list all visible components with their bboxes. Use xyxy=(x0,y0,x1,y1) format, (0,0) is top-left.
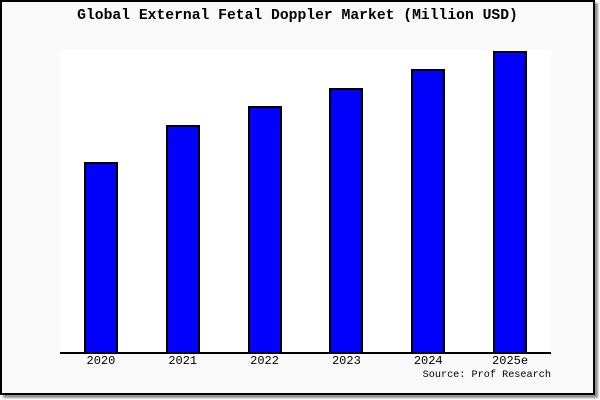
x-tick-label-2024: 2024 xyxy=(413,354,443,368)
x-tick-label-2023: 2023 xyxy=(331,354,361,368)
bar-slot xyxy=(142,50,224,352)
bar-slot xyxy=(60,50,142,352)
x-tick-label-2020: 2020 xyxy=(86,354,116,368)
bar-slot xyxy=(469,50,551,352)
plot-area xyxy=(60,50,551,354)
bar-slot xyxy=(224,50,306,352)
x-tick-label-2025e: 2025e xyxy=(492,354,529,368)
x-axis-labels: 2020 2021 2022 2023 2024 2025e xyxy=(60,354,551,368)
x-tick-label-2022: 2022 xyxy=(250,354,279,368)
source-label: Source: Prof Research xyxy=(422,370,551,381)
bar-2022 xyxy=(247,106,282,352)
bar-2025e xyxy=(493,51,528,352)
bar-slot xyxy=(387,50,469,352)
bars-container xyxy=(60,50,551,352)
chart-frame: Global External Fetal Doppler Market (Mi… xyxy=(0,0,595,395)
bar-2023 xyxy=(329,88,364,352)
bar-2024 xyxy=(411,69,446,352)
chart-title: Global External Fetal Doppler Market (Mi… xyxy=(77,8,518,24)
x-tick-label-2021: 2021 xyxy=(168,354,198,368)
bar-2020 xyxy=(83,162,118,352)
bar-slot xyxy=(305,50,387,352)
bar-2021 xyxy=(165,125,200,352)
